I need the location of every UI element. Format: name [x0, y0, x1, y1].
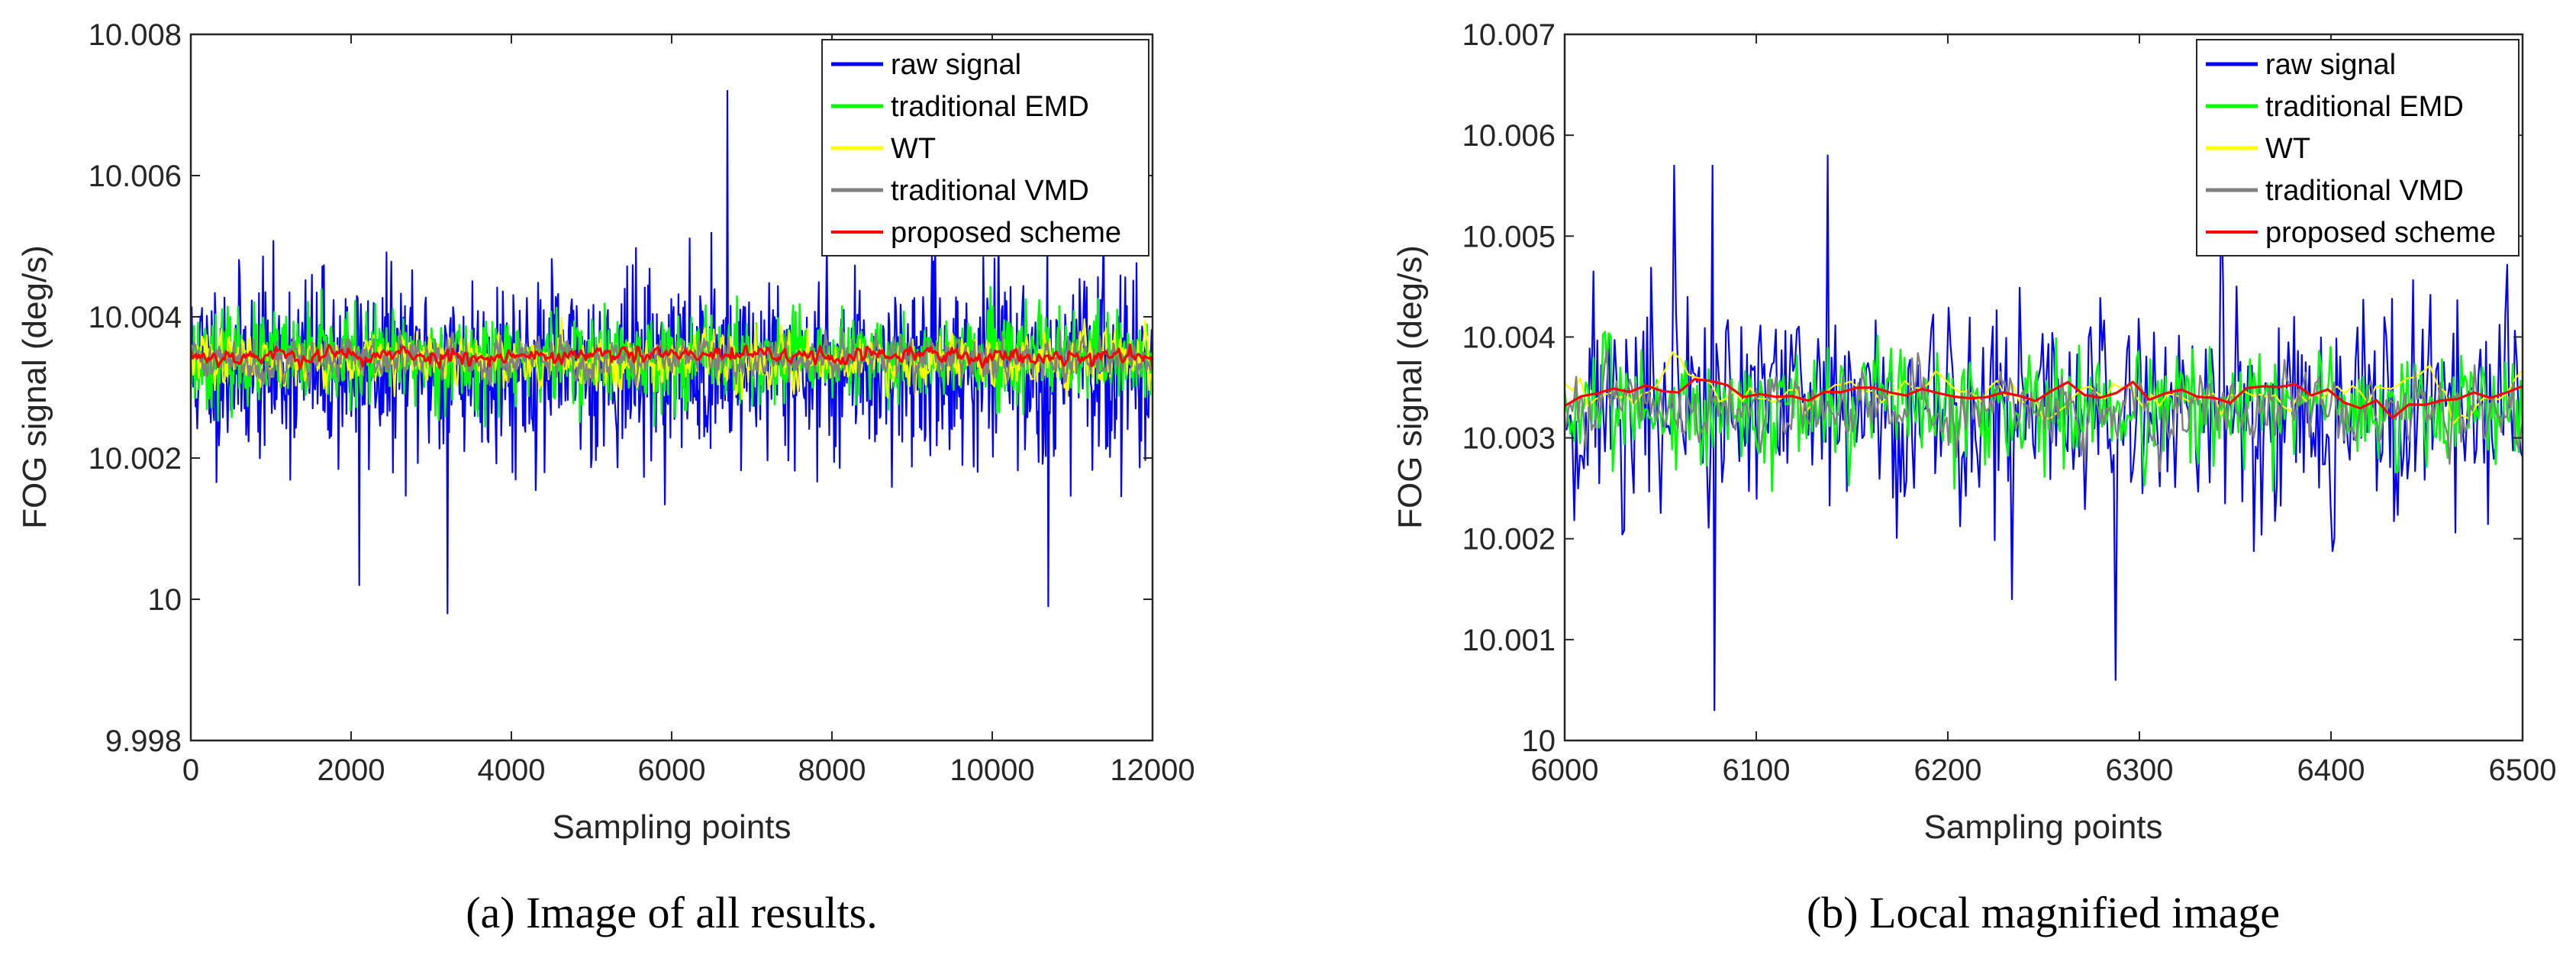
panel-a-xtick-label: 2000 — [318, 753, 385, 787]
panel-a-legend-label: traditional EMD — [891, 91, 1089, 123]
panel-b: 6000 6100 6200 6300 6400 6500 10 10.001 10.002 10… — [1391, 18, 2556, 937]
panel-b-legend-label: raw signal — [2265, 49, 2396, 81]
panel-a-plot-area — [191, 89, 1153, 615]
panel-b-xlabel: Sampling points — [1923, 808, 2162, 846]
panel-a-series-wt — [191, 316, 1153, 400]
panel-b-legend-label: traditional VMD — [2265, 175, 2464, 207]
panel-b-ytick-label: 10.005 — [1462, 220, 1556, 253]
panel-b-series-traditional-vmd — [1565, 350, 2523, 473]
panel-b-legend: raw signal traditional EMD WT traditional V… — [2196, 39, 2520, 256]
panel-a-xlabel: Sampling points — [552, 808, 791, 846]
panel-b-xtick-label: 6100 — [1723, 753, 1791, 787]
panel-b-plot-area — [1565, 154, 2523, 711]
panel-b-ytick-label: 10.003 — [1462, 422, 1556, 456]
panel-b-series-raw-signal — [1565, 154, 2523, 711]
panel-b-series-proposed-scheme — [1565, 378, 2523, 420]
panel-b-ytick-label: 10.006 — [1462, 119, 1556, 153]
panel-a-ylabel: FOG signal (deg/s) — [16, 245, 53, 529]
panel-b-xtick-label: 6400 — [2297, 753, 2365, 787]
panel-a-series-proposed-scheme — [191, 344, 1153, 370]
panel-a-xtick-label: 10000 — [949, 753, 1034, 787]
panel-a-xtick-label: 0 — [182, 753, 199, 787]
panel-a-legend-label: proposed scheme — [891, 217, 1121, 249]
panel-b-xtick-label: 6300 — [2106, 753, 2174, 787]
panel-b-ytick-label: 10 — [1522, 724, 1556, 758]
panel-b-ytick-label: 10.002 — [1462, 523, 1556, 557]
panel-a-legend-label: WT — [891, 133, 936, 165]
panel-b-legend-label: traditional EMD — [2265, 91, 2464, 123]
panel-b-ylabel: FOG signal (deg/s) — [1391, 245, 1429, 529]
panel-a: 0 2000 4000 6000 8000 10000 12000 9.998 10 10.002… — [16, 18, 1195, 937]
panel-a-ticks: 0 2000 4000 6000 8000 10000 12000 9.998 10 10.002… — [89, 18, 1195, 787]
panel-a-ytick-label: 10.008 — [89, 18, 182, 52]
panel-a-xtick-label: 6000 — [638, 753, 706, 787]
panel-b-ytick-label: 10.007 — [1462, 18, 1556, 52]
panel-a-xtick-label: 4000 — [478, 753, 546, 787]
panel-a-caption: (a) Image of all results. — [466, 888, 878, 937]
panel-a-ytick-label: 10.002 — [89, 442, 182, 476]
panel-a-ytick-label: 10.006 — [89, 160, 182, 193]
panel-b-series-traditional-emd — [1565, 331, 2523, 492]
panel-a-ytick-label: 9.998 — [105, 724, 182, 758]
panel-b-ytick-label: 10.004 — [1462, 321, 1556, 354]
panel-b-xtick-label: 6200 — [1914, 753, 1982, 787]
panel-b-axes-box — [1563, 33, 2524, 742]
panel-b-legend-label: WT — [2265, 133, 2310, 165]
panel-a-legend-label: raw signal — [891, 49, 1021, 81]
panel-a-ytick-label: 10.004 — [89, 301, 182, 334]
panel-a-legend-label: traditional VMD — [891, 175, 1089, 207]
panel-a-legend: raw signal traditional EMD WT traditional V… — [821, 39, 1149, 256]
panel-b-caption: (b) Local magnified image — [1807, 888, 2280, 937]
panel-b-ytick-label: 10.001 — [1462, 624, 1556, 657]
panel-b-xtick-label: 6500 — [2489, 753, 2557, 787]
panel-a-ytick-label: 10 — [148, 583, 182, 617]
panel-a-xtick-label: 12000 — [1110, 753, 1195, 787]
panel-b-xtick-label: 6000 — [1531, 753, 1599, 787]
panel-a-xtick-label: 8000 — [798, 753, 866, 787]
panel-b-legend-label: proposed scheme — [2265, 217, 2496, 249]
panel-b-ticks: 6000 6100 6200 6300 6400 6500 10 10.001 10.002 10… — [1462, 18, 2557, 787]
